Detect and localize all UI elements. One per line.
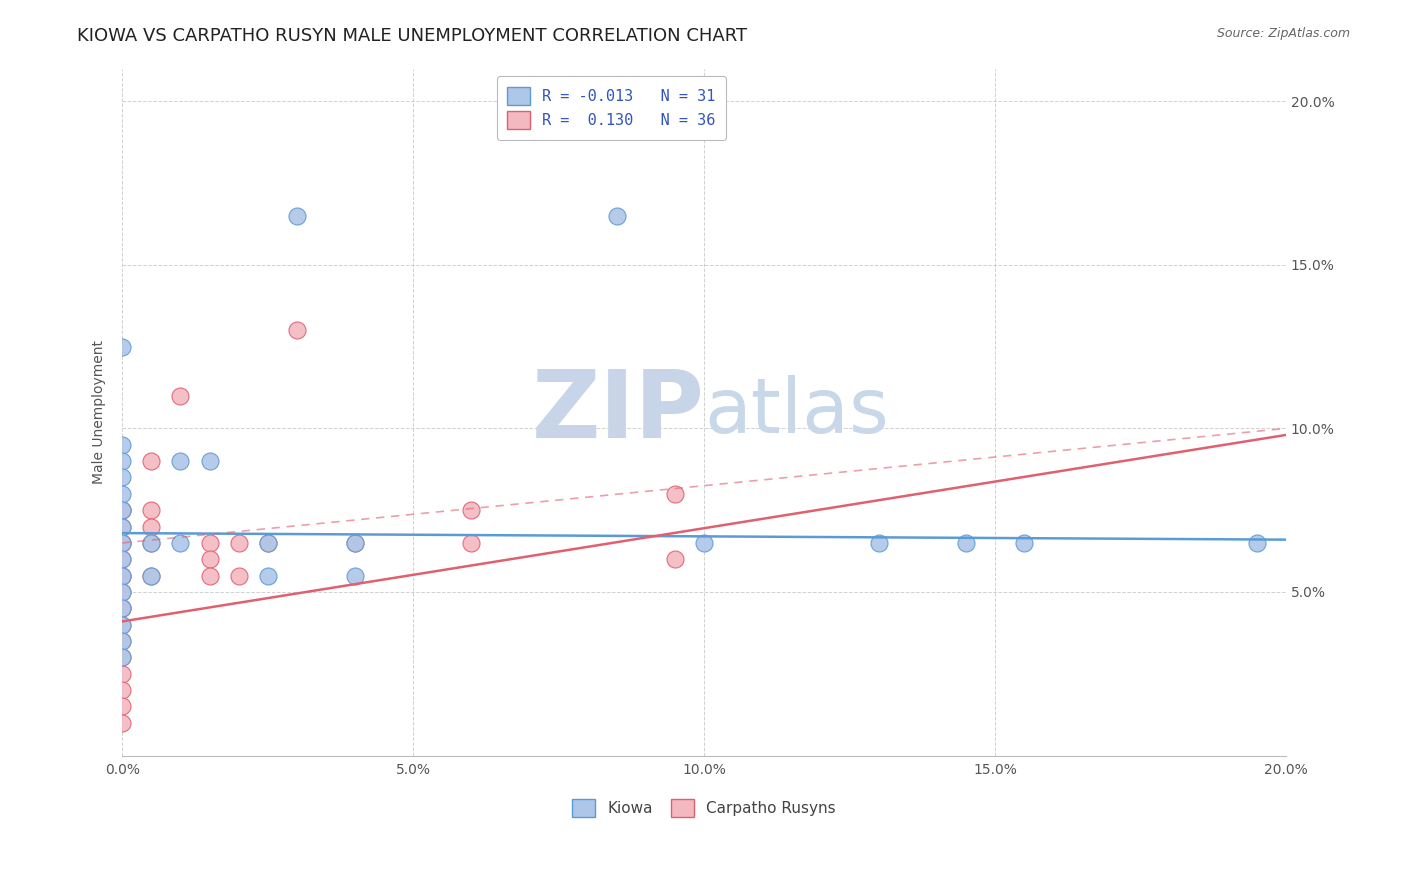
Point bbox=[111, 519, 134, 533]
Point bbox=[111, 552, 134, 566]
Point bbox=[141, 503, 163, 517]
Point bbox=[111, 650, 134, 665]
Point bbox=[198, 454, 221, 468]
Point bbox=[1012, 536, 1035, 550]
Legend: Kiowa, Carpatho Rusyns: Kiowa, Carpatho Rusyns bbox=[567, 793, 842, 823]
Point bbox=[198, 536, 221, 550]
Point bbox=[111, 666, 134, 681]
Point bbox=[111, 503, 134, 517]
Point bbox=[111, 601, 134, 615]
Point bbox=[111, 601, 134, 615]
Point bbox=[141, 568, 163, 582]
Point bbox=[606, 209, 628, 223]
Point bbox=[868, 536, 890, 550]
Point bbox=[141, 536, 163, 550]
Text: Source: ZipAtlas.com: Source: ZipAtlas.com bbox=[1216, 27, 1350, 40]
Point bbox=[344, 536, 367, 550]
Point bbox=[169, 389, 191, 403]
Point bbox=[111, 536, 134, 550]
Point bbox=[198, 552, 221, 566]
Point bbox=[141, 536, 163, 550]
Point bbox=[141, 568, 163, 582]
Point bbox=[344, 536, 367, 550]
Point bbox=[111, 503, 134, 517]
Point bbox=[664, 552, 686, 566]
Point bbox=[111, 503, 134, 517]
Point bbox=[285, 323, 308, 337]
Point bbox=[111, 552, 134, 566]
Point bbox=[111, 438, 134, 452]
Point bbox=[169, 454, 191, 468]
Point bbox=[111, 617, 134, 632]
Point bbox=[344, 568, 367, 582]
Point bbox=[111, 568, 134, 582]
Point bbox=[228, 536, 250, 550]
Point bbox=[111, 454, 134, 468]
Point bbox=[141, 519, 163, 533]
Point bbox=[664, 487, 686, 501]
Text: ZIP: ZIP bbox=[531, 366, 704, 458]
Point bbox=[460, 536, 482, 550]
Point bbox=[285, 209, 308, 223]
Point bbox=[111, 536, 134, 550]
Point bbox=[256, 536, 278, 550]
Point bbox=[111, 617, 134, 632]
Point bbox=[111, 585, 134, 599]
Point bbox=[111, 340, 134, 354]
Point bbox=[111, 519, 134, 533]
Point bbox=[169, 536, 191, 550]
Point bbox=[111, 568, 134, 582]
Point bbox=[111, 568, 134, 582]
Text: atlas: atlas bbox=[704, 375, 889, 449]
Point bbox=[256, 568, 278, 582]
Point bbox=[693, 536, 716, 550]
Point bbox=[111, 634, 134, 648]
Y-axis label: Male Unemployment: Male Unemployment bbox=[93, 340, 107, 484]
Point bbox=[111, 585, 134, 599]
Point bbox=[111, 715, 134, 730]
Point bbox=[111, 634, 134, 648]
Point bbox=[111, 601, 134, 615]
Point bbox=[256, 536, 278, 550]
Point bbox=[111, 699, 134, 714]
Point bbox=[1246, 536, 1268, 550]
Point bbox=[228, 568, 250, 582]
Point bbox=[111, 683, 134, 698]
Point bbox=[955, 536, 977, 550]
Point bbox=[111, 487, 134, 501]
Point bbox=[111, 536, 134, 550]
Point bbox=[111, 650, 134, 665]
Point bbox=[198, 568, 221, 582]
Text: KIOWA VS CARPATHO RUSYN MALE UNEMPLOYMENT CORRELATION CHART: KIOWA VS CARPATHO RUSYN MALE UNEMPLOYMEN… bbox=[77, 27, 748, 45]
Point bbox=[460, 503, 482, 517]
Point bbox=[141, 454, 163, 468]
Point bbox=[111, 470, 134, 484]
